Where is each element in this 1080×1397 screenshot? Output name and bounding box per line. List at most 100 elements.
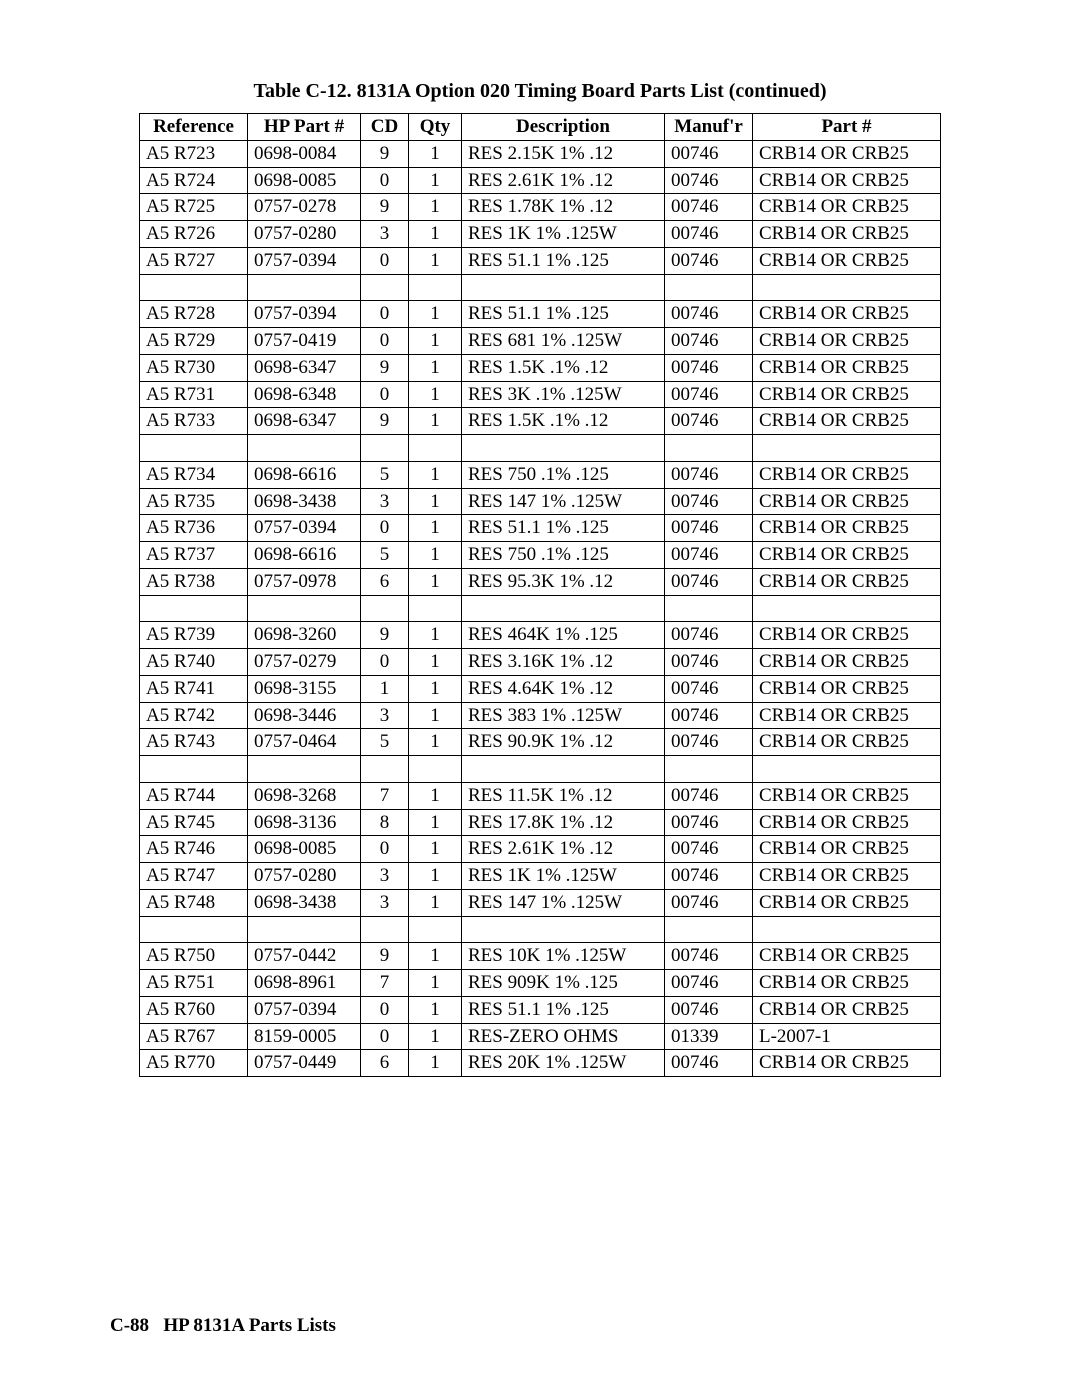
footer-label: HP 8131A Parts Lists [163, 1315, 336, 1336]
cell-qty: 1 [409, 622, 462, 649]
cell-cd: 3 [361, 221, 409, 248]
cell-hp-part: 0757-0394 [248, 247, 361, 274]
cell-part: CRB14 OR CRB25 [753, 194, 941, 221]
table-row: A5 R7510698-896171RES 909K 1% .12500746C… [140, 970, 941, 997]
footer-page-number: C-88 [110, 1315, 149, 1336]
table-row: A5 R7350698-343831RES 147 1% .125W00746C… [140, 488, 941, 515]
cell-hp-part: 0698-3155 [248, 675, 361, 702]
cell-cd: 3 [361, 889, 409, 916]
cell-hp-part: 0698-0085 [248, 167, 361, 194]
table-row: A5 R7330698-634791RES 1.5K .1% .1200746C… [140, 408, 941, 435]
cell-reference: A5 R745 [140, 809, 248, 836]
cell-cd: 9 [361, 943, 409, 970]
cell-manufr: 00746 [665, 702, 753, 729]
cell-cd: 0 [361, 328, 409, 355]
table-row: A5 R7450698-313681RES 17.8K 1% .1200746C… [140, 809, 941, 836]
cell-manufr: 00746 [665, 943, 753, 970]
cell-part: CRB14 OR CRB25 [753, 889, 941, 916]
cell-reference: A5 R734 [140, 461, 248, 488]
cell-cd: 0 [361, 836, 409, 863]
cell-qty: 1 [409, 1023, 462, 1050]
cell-cd: 0 [361, 996, 409, 1023]
cell-manufr: 00746 [665, 675, 753, 702]
cell-reference: A5 R726 [140, 221, 248, 248]
cell-hp-part: 0698-6348 [248, 381, 361, 408]
cell-part: CRB14 OR CRB25 [753, 247, 941, 274]
table-row: A5 R7400757-027901RES 3.16K 1% .1200746C… [140, 649, 941, 676]
cell-reference: A5 R746 [140, 836, 248, 863]
cell-part: CRB14 OR CRB25 [753, 381, 941, 408]
cell-qty: 1 [409, 408, 462, 435]
cell-description: RES 51.1 1% .125 [462, 515, 665, 542]
cell-manufr: 00746 [665, 515, 753, 542]
table-row: A5 R7470757-028031RES 1K 1% .125W00746CR… [140, 863, 941, 890]
cell-hp-part: 0757-0278 [248, 194, 361, 221]
cell-qty: 1 [409, 461, 462, 488]
group-spacer [140, 274, 941, 301]
table-row: A5 R7240698-008501RES 2.61K 1% .1200746C… [140, 167, 941, 194]
cell-qty: 1 [409, 542, 462, 569]
cell-manufr: 00746 [665, 328, 753, 355]
cell-description: RES 1K 1% .125W [462, 863, 665, 890]
cell-description: RES 147 1% .125W [462, 488, 665, 515]
cell-description: RES 1K 1% .125W [462, 221, 665, 248]
cell-hp-part: 0757-0280 [248, 863, 361, 890]
table-row: A5 R7678159-000501RES-ZERO OHMS01339L-20… [140, 1023, 941, 1050]
page-footer: C-88 HP 8131A Parts Lists [110, 1315, 336, 1337]
cell-cd: 9 [361, 408, 409, 435]
cell-hp-part: 0757-0279 [248, 649, 361, 676]
cell-description: RES 90.9K 1% .12 [462, 729, 665, 756]
cell-hp-part: 0698-3260 [248, 622, 361, 649]
group-spacer [140, 595, 941, 622]
table-row: A5 R7390698-326091RES 464K 1% .12500746C… [140, 622, 941, 649]
cell-hp-part: 0698-0084 [248, 140, 361, 167]
cell-reference: A5 R735 [140, 488, 248, 515]
cell-reference: A5 R744 [140, 782, 248, 809]
cell-part: CRB14 OR CRB25 [753, 354, 941, 381]
cell-manufr: 00746 [665, 247, 753, 274]
cell-reference: A5 R767 [140, 1023, 248, 1050]
cell-cd: 0 [361, 1023, 409, 1050]
table-row: A5 R7260757-028031RES 1K 1% .125W00746CR… [140, 221, 941, 248]
table-row: A5 R7280757-039401RES 51.1 1% .12500746C… [140, 301, 941, 328]
cell-description: RES 750 .1% .125 [462, 542, 665, 569]
cell-reference: A5 R727 [140, 247, 248, 274]
cell-part: CRB14 OR CRB25 [753, 782, 941, 809]
cell-description: RES 383 1% .125W [462, 702, 665, 729]
cell-manufr: 00746 [665, 381, 753, 408]
cell-manufr: 00746 [665, 996, 753, 1023]
cell-manufr: 00746 [665, 782, 753, 809]
cell-hp-part: 8159-0005 [248, 1023, 361, 1050]
cell-part: CRB14 OR CRB25 [753, 649, 941, 676]
cell-hp-part: 0757-0394 [248, 301, 361, 328]
cell-manufr: 00746 [665, 568, 753, 595]
cell-part: CRB14 OR CRB25 [753, 729, 941, 756]
cell-reference: A5 R748 [140, 889, 248, 916]
cell-manufr: 00746 [665, 729, 753, 756]
table-row: A5 R7230698-008491RES 2.15K 1% .1200746C… [140, 140, 941, 167]
cell-manufr: 00746 [665, 649, 753, 676]
table-row: A5 R7380757-097861RES 95.3K 1% .1200746C… [140, 568, 941, 595]
cell-hp-part: 0698-3438 [248, 488, 361, 515]
cell-qty: 1 [409, 488, 462, 515]
cell-reference: A5 R731 [140, 381, 248, 408]
cell-description: RES 20K 1% .125W [462, 1050, 665, 1077]
cell-description: RES 681 1% .125W [462, 328, 665, 355]
cell-manufr: 00746 [665, 488, 753, 515]
cell-reference: A5 R729 [140, 328, 248, 355]
cell-description: RES 11.5K 1% .12 [462, 782, 665, 809]
cell-reference: A5 R740 [140, 649, 248, 676]
cell-qty: 1 [409, 649, 462, 676]
cell-hp-part: 0757-0978 [248, 568, 361, 595]
cell-part: CRB14 OR CRB25 [753, 970, 941, 997]
cell-part: CRB14 OR CRB25 [753, 301, 941, 328]
cell-hp-part: 0757-0280 [248, 221, 361, 248]
col-manufr: Manuf'r [665, 114, 753, 141]
cell-part: CRB14 OR CRB25 [753, 836, 941, 863]
cell-cd: 5 [361, 729, 409, 756]
cell-hp-part: 0698-6347 [248, 408, 361, 435]
table-row: A5 R7340698-661651RES 750 .1% .12500746C… [140, 461, 941, 488]
cell-manufr: 00746 [665, 408, 753, 435]
cell-description: RES 4.64K 1% .12 [462, 675, 665, 702]
cell-cd: 8 [361, 809, 409, 836]
